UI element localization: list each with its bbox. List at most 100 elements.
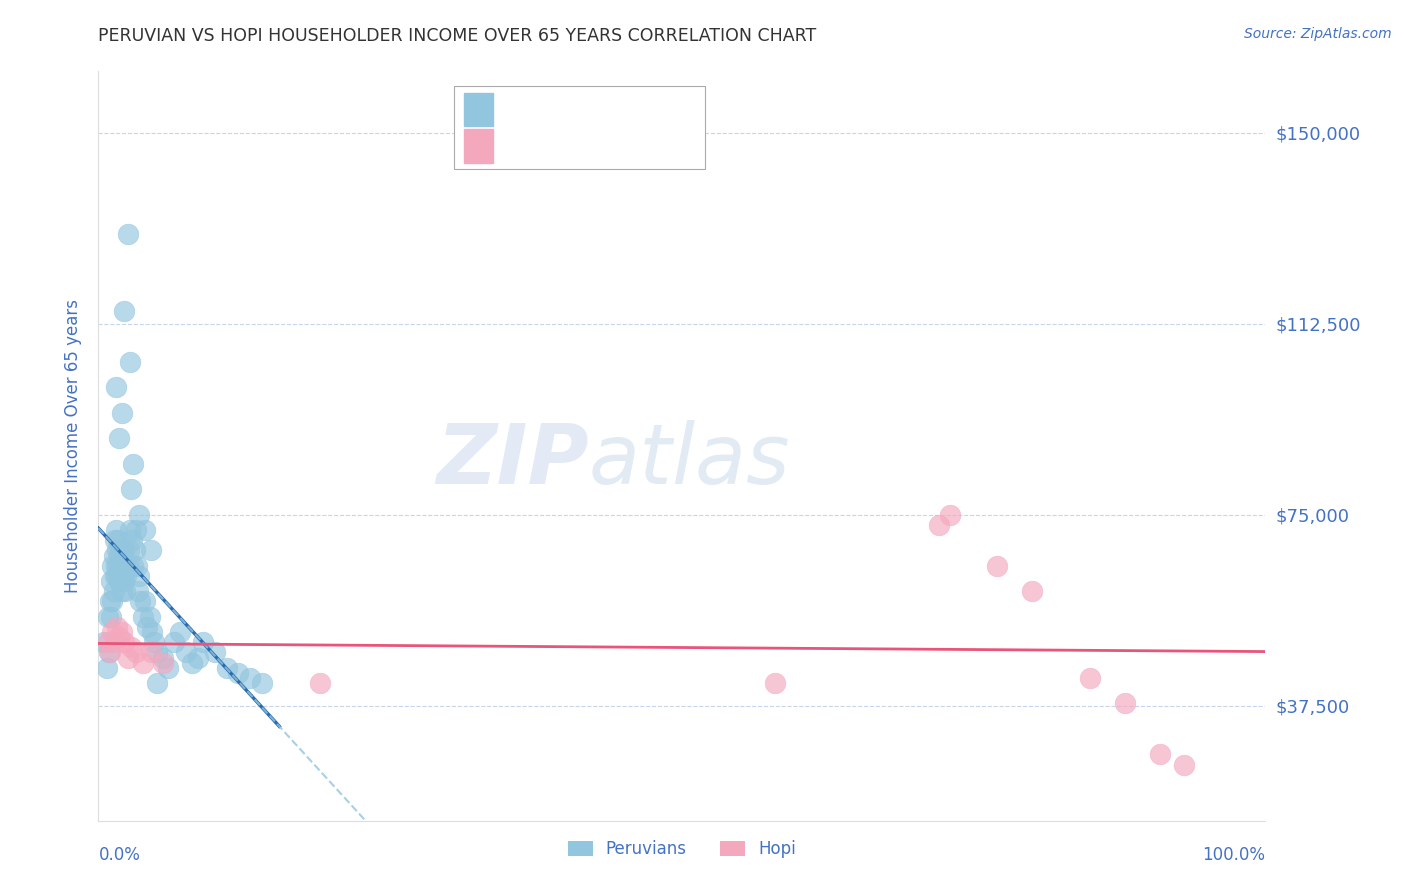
Point: [228, 665, 250, 680]
Point: [132, 609, 155, 624]
Point: [100, 609, 122, 624]
Point: [93, 635, 115, 649]
Point: [101, 558, 124, 573]
Point: [134, 594, 156, 608]
Text: atlas: atlas: [589, 420, 790, 501]
Point: [928, 518, 950, 533]
Text: N = 75: N = 75: [623, 101, 689, 119]
Point: [104, 533, 127, 548]
Point: [104, 635, 127, 649]
Point: [111, 584, 134, 599]
Point: [120, 483, 142, 497]
Point: [125, 645, 148, 659]
Point: [112, 304, 135, 318]
Point: [125, 558, 148, 573]
Text: R = -0.080: R = -0.080: [503, 101, 606, 119]
Y-axis label: Householder Income Over 65 years: Householder Income Over 65 years: [65, 299, 83, 593]
Point: [105, 620, 128, 634]
Point: [146, 676, 169, 690]
FancyBboxPatch shape: [454, 87, 706, 169]
Point: [97, 635, 120, 649]
Point: [101, 625, 124, 640]
Point: [118, 543, 141, 558]
Text: PERUVIAN VS HOPI HOUSEHOLDER INCOME OVER 65 YEARS CORRELATION CHART: PERUVIAN VS HOPI HOUSEHOLDER INCOME OVER…: [98, 27, 817, 45]
Point: [97, 645, 120, 659]
Point: [104, 569, 127, 583]
Point: [134, 523, 156, 537]
Point: [117, 227, 139, 242]
Point: [309, 676, 332, 690]
Point: [152, 650, 174, 665]
Point: [128, 569, 150, 583]
Point: [180, 656, 202, 670]
Point: [111, 549, 134, 563]
Point: [97, 609, 120, 624]
Point: [215, 661, 238, 675]
Point: [114, 558, 136, 573]
Point: [110, 564, 132, 578]
Point: [108, 431, 131, 445]
Point: [141, 625, 163, 640]
Point: [1149, 747, 1171, 762]
Point: [111, 569, 134, 583]
Point: [1021, 584, 1043, 599]
Point: [108, 574, 131, 588]
Text: 100.0%: 100.0%: [1202, 847, 1265, 864]
Point: [939, 508, 962, 522]
Point: [103, 549, 125, 563]
Point: [107, 558, 129, 573]
Point: [104, 523, 127, 537]
Point: [117, 650, 139, 665]
Point: [174, 645, 197, 659]
Point: [124, 543, 146, 558]
Point: [250, 676, 273, 690]
Point: [146, 645, 169, 659]
Point: [105, 569, 128, 583]
Point: [122, 457, 145, 471]
Point: [193, 635, 215, 649]
Point: [98, 594, 121, 608]
Legend: Peruvians, Hopi: Peruvians, Hopi: [561, 833, 803, 864]
Text: 0.0%: 0.0%: [98, 847, 141, 864]
Point: [122, 558, 145, 573]
Point: [129, 594, 152, 608]
Point: [118, 523, 141, 537]
Point: [132, 656, 155, 670]
Point: [127, 584, 149, 599]
Point: [169, 625, 191, 640]
Point: [112, 543, 135, 558]
Point: [111, 406, 134, 420]
Point: [1173, 757, 1195, 772]
Point: [108, 630, 131, 644]
Point: [104, 380, 127, 394]
Point: [143, 635, 166, 649]
Point: [110, 543, 132, 558]
Point: [187, 650, 209, 665]
Point: [139, 645, 162, 659]
Bar: [464, 128, 494, 162]
Text: ZIP: ZIP: [436, 420, 589, 501]
Point: [763, 676, 786, 690]
Bar: [464, 93, 494, 127]
Point: [118, 355, 141, 369]
Point: [105, 543, 128, 558]
Point: [111, 625, 134, 640]
Point: [986, 558, 1008, 573]
Point: [204, 645, 226, 659]
Point: [1114, 697, 1136, 711]
Point: [128, 508, 150, 522]
Point: [100, 574, 122, 588]
Point: [125, 523, 148, 537]
Point: [115, 569, 138, 583]
Point: [98, 645, 121, 659]
Point: [139, 543, 162, 558]
Point: [112, 635, 135, 649]
Text: N = 24: N = 24: [623, 136, 689, 154]
Point: [114, 584, 136, 599]
Point: [120, 640, 142, 655]
Point: [117, 558, 139, 573]
Point: [239, 671, 262, 685]
Point: [136, 620, 159, 634]
Point: [157, 661, 180, 675]
Point: [121, 533, 143, 548]
